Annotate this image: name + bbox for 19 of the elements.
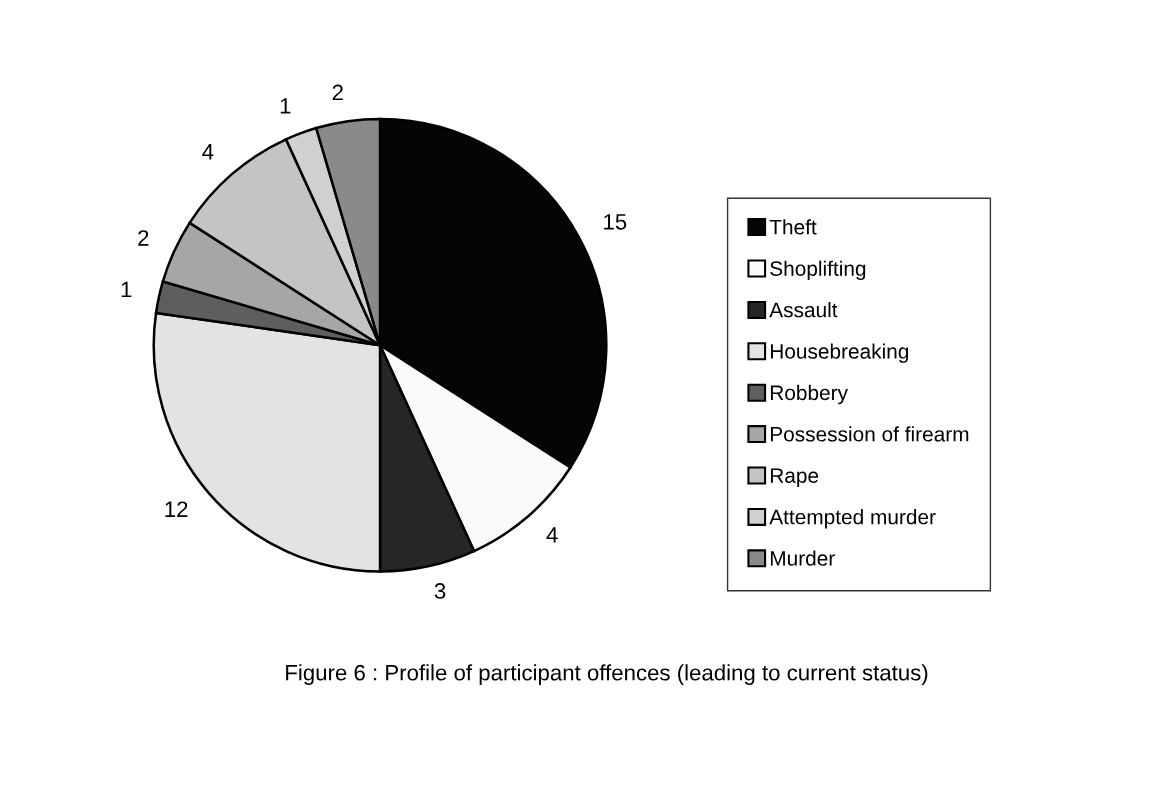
legend-label: Assault [769,302,838,318]
legend-label: Theft [769,219,817,235]
data-label: 1 [280,98,291,114]
data-label: 4 [202,144,214,160]
data-label: 1 [121,281,132,298]
data-label: 2 [332,84,343,101]
data-label: 12 [165,501,188,517]
legend-label: Attempted murder [769,509,936,529]
text: Figure 6 : Profile of participant offences (leading to current status) [286,664,928,685]
data-label: 2 [138,230,149,246]
legend-label: Robbery [770,384,848,405]
data-label: 4 [546,527,558,543]
data-label: 15 [604,214,627,230]
data-label: 3 [434,583,446,599]
legend-label: Murder [770,550,835,566]
legend-label: Housebreaking [770,343,909,363]
legend-label: Rape [770,468,819,488]
legend-label: Shoplifting [770,260,866,281]
legend-label: Possession of firearm [770,426,969,442]
